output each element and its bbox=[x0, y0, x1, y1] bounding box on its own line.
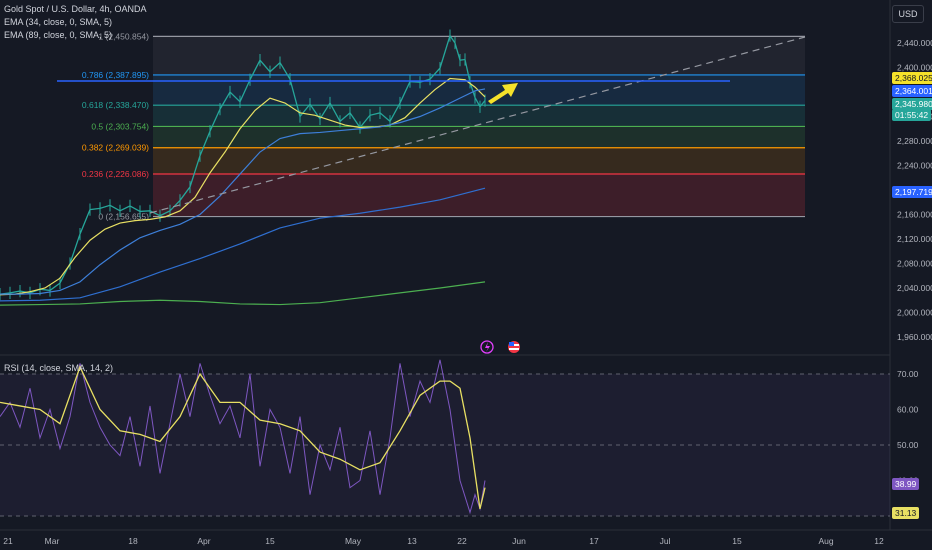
fib-level-label: 0.786 (2,387.895) bbox=[82, 70, 149, 80]
price-tick-label: 1,960.000 bbox=[897, 332, 932, 342]
price-tag-2345: 2,345.980 bbox=[892, 98, 932, 110]
time-tick-label: May bbox=[345, 536, 362, 546]
rsi-tag-31: 31.13 bbox=[892, 507, 920, 519]
fib-level-label: 0.236 (2,226.086) bbox=[82, 169, 149, 179]
projection-arrow[interactable] bbox=[488, 83, 518, 104]
time-tick-label: 17 bbox=[589, 536, 599, 546]
time-tick-label: 12 bbox=[874, 536, 884, 546]
us-flag-event-icon[interactable] bbox=[508, 341, 520, 353]
price-tick-label: 2,120.000 bbox=[897, 234, 932, 244]
rsi-tick-label: 50.00 bbox=[897, 440, 919, 450]
symbol-title[interactable]: Gold Spot / U.S. Dollar, 4h, OANDA bbox=[4, 4, 147, 14]
price-tag-2364: 2,364.001 bbox=[892, 85, 932, 97]
fib-level-label: 0.618 (2,338.470) bbox=[82, 100, 149, 110]
rsi-tag-38: 38.99 bbox=[892, 478, 920, 490]
rsi-legend[interactable]: RSI (14, close, SMA, 14, 2) bbox=[4, 363, 114, 373]
lightning-event-icon[interactable] bbox=[480, 340, 494, 354]
fib-level-label: 1 (2,450.854) bbox=[98, 31, 149, 41]
price-tag-2368: 2,368.025 bbox=[892, 72, 932, 84]
time-tick-label: 22 bbox=[457, 536, 467, 546]
price-tick-label: 2,240.000 bbox=[897, 161, 932, 171]
price-tag-2197: 2,197.719 bbox=[892, 186, 932, 198]
fib-level-label: 0.5 (2,303.754) bbox=[91, 121, 149, 131]
price-tick-label: 2,000.000 bbox=[897, 308, 932, 318]
currency-button[interactable]: USD bbox=[892, 5, 924, 23]
moving-averages bbox=[0, 77, 486, 306]
rsi-band-fill bbox=[0, 374, 890, 516]
time-tick-label: 21 bbox=[3, 536, 13, 546]
rsi-tick-label: 60.00 bbox=[897, 405, 919, 415]
countdown-tag: 01:55:42 bbox=[892, 109, 932, 121]
price-candles bbox=[0, 29, 486, 301]
time-tick-label: 18 bbox=[128, 536, 138, 546]
price-tick-label: 2,080.000 bbox=[897, 259, 932, 269]
price-tick-label: 2,040.000 bbox=[897, 283, 932, 293]
time-tick-label: Apr bbox=[197, 536, 210, 546]
price-tick-label: 2,400.000 bbox=[897, 63, 932, 73]
time-tick-label: 15 bbox=[265, 536, 275, 546]
ma-line bbox=[0, 187, 486, 302]
arrow-shape[interactable] bbox=[488, 83, 518, 104]
time-tick-label: Aug bbox=[818, 536, 833, 546]
ma-line bbox=[0, 77, 486, 296]
fib-zone bbox=[153, 174, 805, 217]
time-axis[interactable]: 21 Mar 18 Apr 15 May 13 22 Jun 17 Jul 15 Aug 12 bbox=[3, 536, 884, 546]
ema89-legend[interactable]: EMA (89, close, 0, SMA, 5) bbox=[4, 30, 113, 40]
fibonacci-retracement[interactable]: 1 (2,450.854) 0.786 (2,387.895) 0.618 (2,3… bbox=[82, 31, 805, 222]
time-tick-label: 15 bbox=[732, 536, 742, 546]
trendline[interactable] bbox=[57, 36, 806, 214]
price-tick-label: 2,440.000 bbox=[897, 38, 932, 48]
fib-level-label: 0 (2,156.655) bbox=[98, 212, 149, 222]
time-tick-label: Jul bbox=[660, 536, 671, 546]
ma-line bbox=[0, 88, 486, 295]
fib-zone bbox=[153, 126, 805, 148]
fib-level-label: 0.382 (2,269.039) bbox=[82, 143, 149, 153]
time-tick-label: Jun bbox=[512, 536, 526, 546]
dashed-trendline[interactable] bbox=[149, 36, 806, 214]
ema34-legend[interactable]: EMA (34, close, 0, SMA, 5) bbox=[4, 17, 113, 27]
rsi-tick-label: 70.00 bbox=[897, 369, 919, 379]
fib-zone bbox=[153, 36, 805, 75]
price-tick-label: 2,160.000 bbox=[897, 210, 932, 220]
fib-zone bbox=[153, 105, 805, 127]
rsi-line bbox=[0, 359, 486, 515]
price-tick-label: 2,280.000 bbox=[897, 136, 932, 146]
fib-zone bbox=[153, 147, 805, 175]
time-tick-label: 13 bbox=[407, 536, 417, 546]
rsi-ma-line bbox=[0, 365, 486, 510]
rsi-pane bbox=[0, 359, 890, 517]
ma-line bbox=[0, 281, 486, 306]
time-tick-label: Mar bbox=[45, 536, 60, 546]
